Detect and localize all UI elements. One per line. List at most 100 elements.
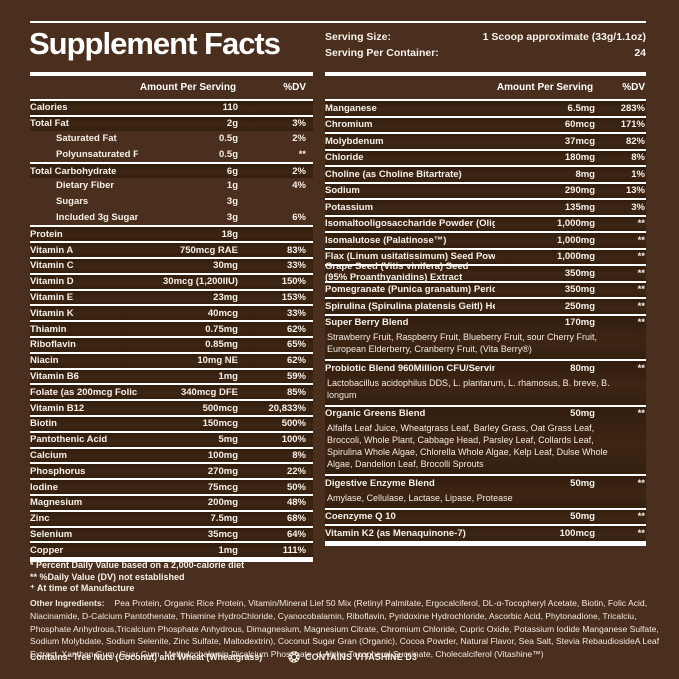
nutrient-dv: 100% <box>281 434 306 446</box>
nutrient-name: Molybdenum <box>325 135 384 147</box>
nutrient-dv: 33% <box>286 260 306 272</box>
nutrient-name: Dietary Fiber <box>56 180 115 192</box>
nutrient-name: Digestive Enzyme Blend <box>325 477 435 489</box>
nutrient-name: Chloride <box>325 152 364 164</box>
nutrient-dv: 500% <box>281 418 306 430</box>
nutrient-amount: 75mcg <box>207 481 238 493</box>
nutrient-dv: ** <box>637 317 645 329</box>
nutrient-name: Zinc <box>30 513 50 525</box>
nutrient-dv: 283% <box>620 102 645 114</box>
table-row: Sugars 3g <box>30 194 313 210</box>
nutrient-amount: 30mcg (1,200IIU) <box>163 276 238 288</box>
table-row: Vitamin A 750mcg RAE 83% <box>30 241 313 257</box>
nutrient-amount: 6g <box>226 165 238 177</box>
nutrient-dv: 48% <box>286 497 306 509</box>
table-row: Probiotic Blend 960Million CFU/Serving⁺ 8… <box>325 359 646 405</box>
nutrient-amount: 110 <box>222 102 238 114</box>
nutrient-amount: 0.5g <box>218 132 238 144</box>
nutrient-name: Vitamin K2 (as Menaquinone-7) <box>325 527 466 539</box>
right-footer-rule <box>325 540 646 546</box>
nutrient-dv: ** <box>637 234 645 246</box>
table-row: Folate (as 200mcg Folic Acid) 340mcg DFE 8… <box>30 383 313 400</box>
table-row: Calcium 100mg 8% <box>30 446 313 463</box>
nutrient-dv: 62% <box>286 355 306 367</box>
nutrient-name: Vitamin K <box>30 307 74 319</box>
table-row: Dietary Fiber 1g 4% <box>30 178 313 194</box>
table-row: Vitamin K 40mcg 33% <box>30 304 313 321</box>
allergen-line: Contains: Tree Nuts (Coconut) and Wheat … <box>30 651 664 663</box>
nutrient-dv: 2% <box>292 165 306 177</box>
table-row: Coenzyme Q 10 50mg ** <box>325 507 646 524</box>
other-ingredients-text: Pea Protein, Organic Rice Protein, Vitam… <box>30 598 660 660</box>
nutrient-dv: 4% <box>292 180 306 192</box>
nutrient-name: Pantothenic Acid <box>30 434 108 446</box>
nutrient-name: Niacin <box>30 355 59 367</box>
page-title: Supplement Facts <box>29 26 281 61</box>
nutrient-name: Calories <box>30 102 68 114</box>
nutrient-name: Spirulina (Spirulina platensis Geitl) He… <box>325 300 495 312</box>
table-row: Copper 1mg 111% <box>30 541 313 558</box>
nutrient-dv: ** <box>637 362 645 374</box>
nutrient-dv: ** <box>637 284 645 296</box>
nutrient-name: Isomaltooligosaccharide Powder (OligoSMA… <box>325 218 495 230</box>
nutrient-name: Calcium <box>30 449 67 461</box>
table-row: Protein 18g <box>30 225 313 242</box>
top-rule <box>30 21 646 23</box>
nutrient-amount: 1mg <box>218 370 238 382</box>
nutrient-name: Isomalutose (Palatinose™) <box>325 234 447 246</box>
table-row: Niacin 10mg NE 62% <box>30 351 313 368</box>
nutrient-name: Probiotic Blend 960Million CFU/Serving⁺ <box>325 362 495 374</box>
table-row: Vitamin C 30mg 33% <box>30 256 313 273</box>
nutrient-amount: 250mg <box>564 300 595 312</box>
right-rows: Manganese 6.5mg 283% Chromium 60mcg 171% Molyb… <box>325 99 646 541</box>
table-row: Phosphorus 270mg 22% <box>30 462 313 479</box>
nutrient-name: Polyunsaturated Fat <box>56 148 138 160</box>
nutrient-amount: 6.5mg <box>567 102 595 114</box>
nutrient-name: Sugars <box>56 196 89 208</box>
nutrient-dv: 171% <box>620 119 645 131</box>
footnote: * Percent Daily Value based on a 2,000-c… <box>30 560 245 570</box>
table-row: Super Berry Blend 170mg ** Strawberry Fruit… <box>325 313 646 359</box>
table-row: Digestive Enzyme Blend 50mg ** Amylase, Cel… <box>325 474 646 508</box>
nutrient-amount: 7.5mg <box>210 513 238 525</box>
nutrient-amount: 200mg <box>207 497 238 509</box>
table-row: Chromium 60mcg 171% <box>325 115 646 132</box>
nutrient-dv: 150% <box>281 276 306 288</box>
blend-ingredients: Strawberry Fruit, Raspberry Fruit, Blueb… <box>327 332 598 354</box>
table-row: Biotin 150mcg 500% <box>30 414 313 431</box>
nutrient-name: Sodium <box>325 185 360 197</box>
nutrient-name: Choline (as Choline Bitartrate) <box>325 168 462 180</box>
nutrient-dv: ** <box>637 527 645 539</box>
nutrient-name: Magnesium <box>30 497 83 509</box>
nutrient-name: Iodine <box>30 481 58 493</box>
nutrient-name: Phosphorus <box>30 465 86 477</box>
nutrient-amount: 50mg <box>570 511 595 523</box>
nutrient-dv: 2% <box>292 132 306 144</box>
nutrient-amount: 270mg <box>207 465 238 477</box>
nutrient-dv: ** <box>637 251 645 263</box>
nutrient-dv: 64% <box>286 528 306 540</box>
nutrient-dv: ** <box>637 511 645 523</box>
nutrient-dv: ** <box>298 148 306 160</box>
table-row: Chloride 180mg 8% <box>325 148 646 165</box>
nutrient-amount: 180mg <box>564 152 595 164</box>
left-rows: Calories 110 Total Fat 2g 3% Saturated Fat 0.5… <box>30 99 313 558</box>
nutrient-name: Riboflavin <box>30 339 76 351</box>
table-row: Isomaltooligosaccharide Powder (OligoSMA… <box>325 214 646 231</box>
table-row: Manganese 6.5mg 283% <box>325 99 646 116</box>
nutrient-amount: 8mg <box>575 168 595 180</box>
right-header-rule <box>325 72 646 76</box>
nutrient-dv: 8% <box>631 152 645 164</box>
left-header-rule <box>30 72 313 76</box>
nutrient-name: Thiamin <box>30 323 67 335</box>
servings-per-container-label: Serving Per Container: <box>325 47 439 59</box>
table-row: Total Fat 2g 3% <box>30 114 313 131</box>
nutrient-amount: 1,000mg <box>556 234 595 246</box>
nutrient-name: Organic Greens Blend <box>325 408 426 420</box>
nutrient-name: Saturated Fat <box>56 132 117 144</box>
nutrient-name: Grape Seed (Vitis vinifera) Seed <box>325 260 469 272</box>
nutrient-name: Protein <box>30 228 63 240</box>
vitashine-badge-label: CONTAINS VITASHINE D3 <box>305 652 418 662</box>
vitashine-sun-icon <box>288 651 300 663</box>
table-row: Isomalutose (Palatinose™) 1,000mg ** <box>325 231 646 248</box>
